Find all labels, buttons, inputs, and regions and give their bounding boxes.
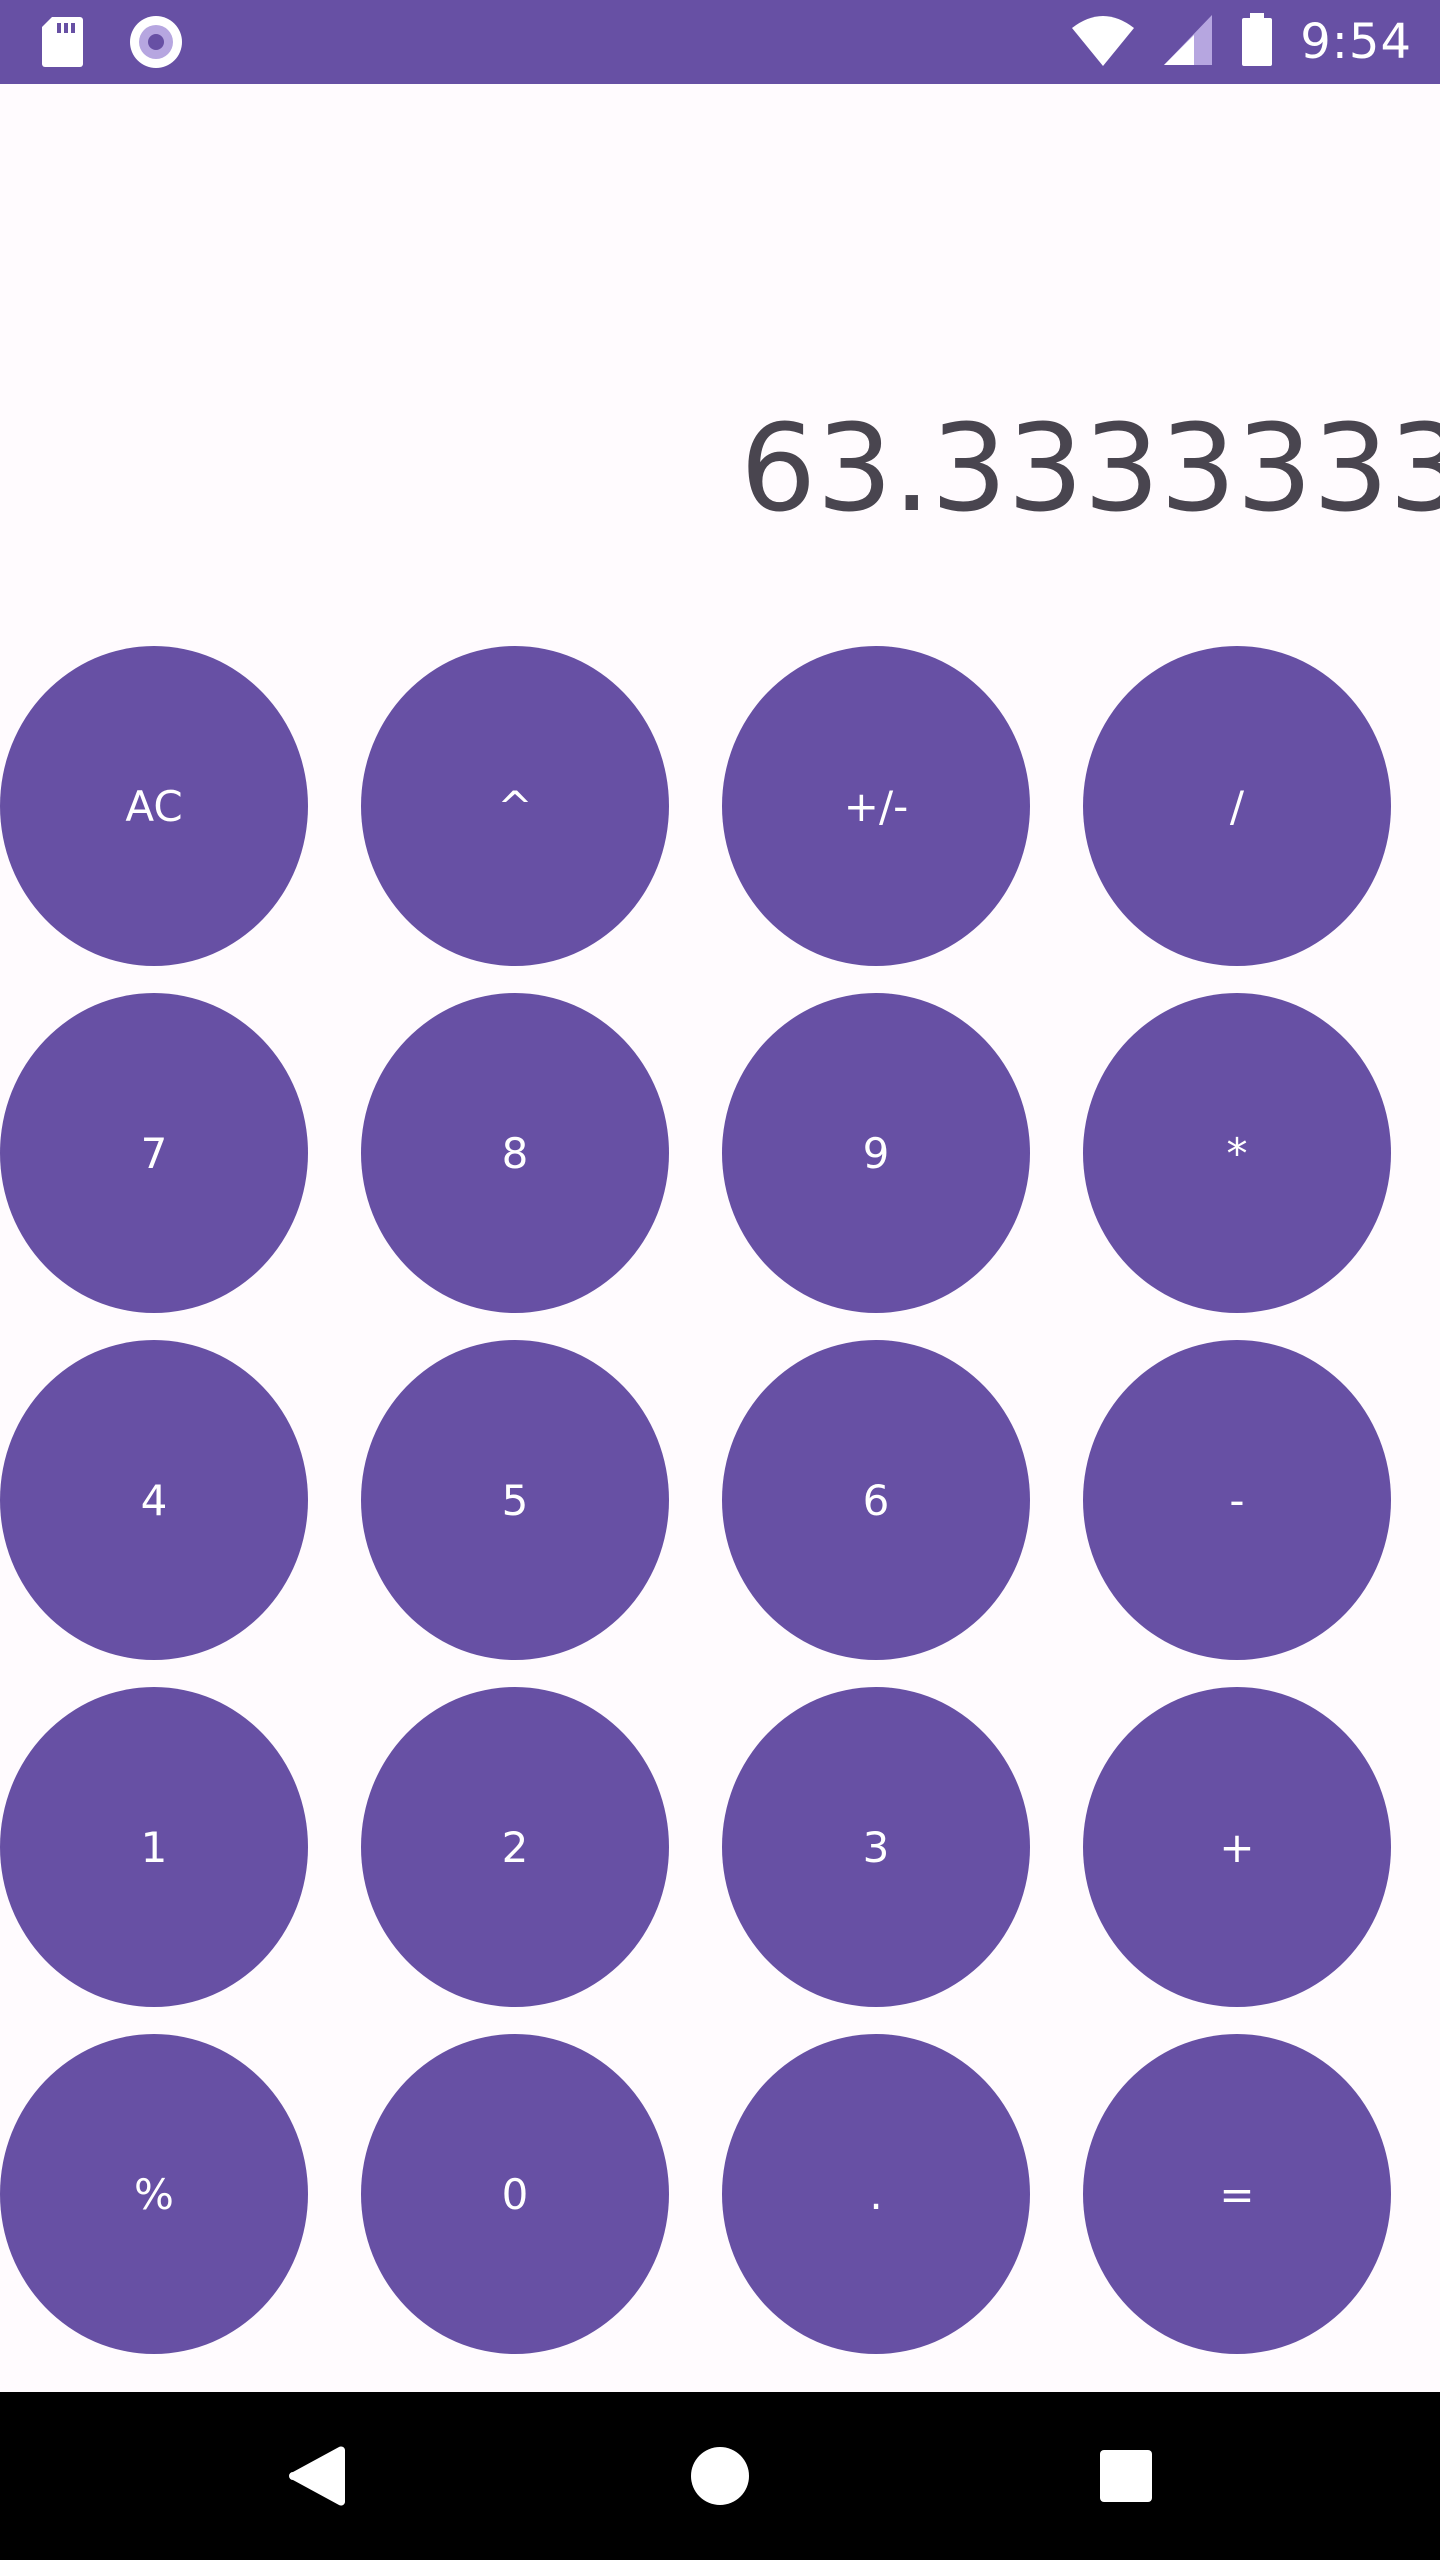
- status-bar: 9:54: [0, 0, 1440, 84]
- key-add-button[interactable]: +: [1083, 1687, 1391, 2007]
- key-negate-button[interactable]: +/-: [722, 646, 1030, 966]
- home-icon[interactable]: [680, 2436, 760, 2516]
- key-0-button[interactable]: 0: [361, 2034, 669, 2354]
- key-5-button[interactable]: 5: [361, 1340, 669, 1660]
- key-2-button[interactable]: 2: [361, 1687, 669, 2007]
- recents-icon[interactable]: [1086, 2436, 1166, 2516]
- key-decimal-button[interactable]: .: [722, 2034, 1030, 2354]
- key-8-button[interactable]: 8: [361, 993, 669, 1313]
- navigation-bar: [0, 2392, 1440, 2560]
- key-equals-button[interactable]: =: [1083, 2034, 1391, 2354]
- wifi-icon: [1070, 12, 1136, 72]
- status-bar-left: [40, 14, 184, 74]
- key-7-button[interactable]: 7: [0, 993, 308, 1313]
- record-icon: [128, 14, 184, 74]
- sd-card-icon: [40, 15, 84, 73]
- status-time: 9:54: [1300, 14, 1412, 70]
- battery-icon: [1240, 13, 1274, 71]
- key-clear-button[interactable]: AC: [0, 646, 308, 966]
- key-3-button[interactable]: 3: [722, 1687, 1030, 2007]
- result-display: 63.33333333: [0, 395, 1440, 545]
- signal-icon: [1162, 13, 1214, 71]
- result-value: 63.33333333: [740, 400, 1440, 539]
- status-bar-right: 9:54: [1070, 12, 1412, 72]
- key-1-button[interactable]: 1: [0, 1687, 308, 2007]
- key-multiply-button[interactable]: *: [1083, 993, 1391, 1313]
- keypad: AC ^ +/- / 7 8 9 * 4 5 6 - 1 2 3 + % 0 .…: [0, 646, 1440, 2356]
- key-subtract-button[interactable]: -: [1083, 1340, 1391, 1660]
- key-6-button[interactable]: 6: [722, 1340, 1030, 1660]
- back-icon[interactable]: [276, 2436, 356, 2516]
- key-4-button[interactable]: 4: [0, 1340, 308, 1660]
- key-percent-button[interactable]: %: [0, 2034, 308, 2354]
- key-9-button[interactable]: 9: [722, 993, 1030, 1313]
- key-power-button[interactable]: ^: [361, 646, 669, 966]
- key-divide-button[interactable]: /: [1083, 646, 1391, 966]
